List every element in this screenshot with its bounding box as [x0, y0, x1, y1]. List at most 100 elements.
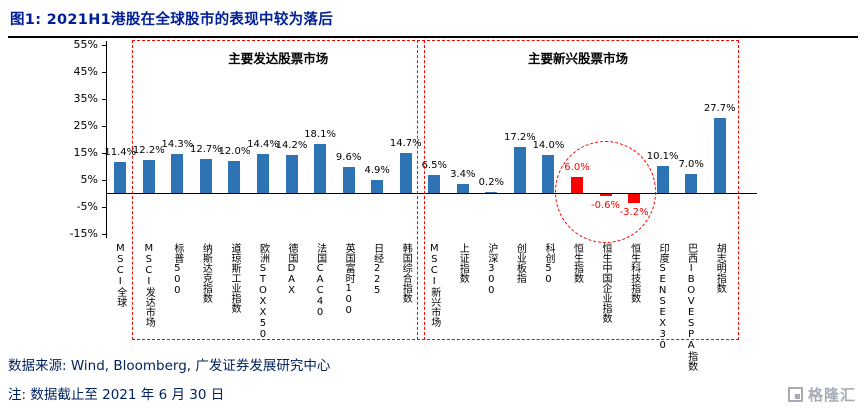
y-axis-tick [102, 206, 106, 208]
y-axis-tick-label: 55% [73, 37, 98, 51]
category-label: 恒生科技指数 [620, 243, 649, 381]
bar [142, 160, 155, 193]
category-label-text: 恒生科技指数 [628, 243, 640, 303]
bar [485, 192, 498, 194]
category-label-text: 沪深300 [485, 243, 497, 296]
bar-value-label: 0.2% [478, 177, 505, 189]
category-label-text: 恒生中国企业指数 [600, 243, 612, 323]
bar-value-label: 14.4% [247, 139, 279, 151]
y-axis-tick [102, 152, 106, 154]
y-axis-labels: 55% 45% 35% 25% 15% 5% -5% -15% [56, 38, 102, 258]
category-label: 巴西IBOVESPA指数 [677, 243, 706, 381]
category-label-text: 恒生指数 [571, 243, 583, 283]
category-label-text: 韩国综合指数 [400, 243, 412, 303]
data-source: 数据来源: Wind, Bloomberg, 广发证券发展研究中心 [8, 358, 331, 374]
category-label-text: 印度SENSEX30 [657, 243, 669, 351]
bar-value-label: 12.7% [190, 143, 222, 155]
bar [314, 144, 327, 193]
category-label-text: MSCI新兴市场 [428, 243, 440, 327]
bar [513, 146, 526, 193]
bar-value-label: 12.2% [132, 145, 165, 157]
data-note: 注: 数据截止至 2021 年 6 月 30 日 [8, 387, 225, 403]
group-box [131, 40, 425, 340]
bar-value-label: 14.3% [161, 139, 194, 151]
bar [542, 155, 555, 193]
y-axis-line [106, 41, 107, 238]
category-label: 日经225 [363, 243, 392, 381]
category-label: 恒生中国企业指数 [591, 243, 620, 381]
category-label: 德国DAX [277, 243, 306, 381]
category-label: 胡志明指数 [705, 243, 734, 381]
bar [342, 167, 355, 193]
bar [456, 183, 469, 193]
gelonghui-logo-text: 格隆汇 [807, 386, 856, 404]
category-label: 纳斯达克指数 [192, 243, 221, 381]
gelonghui-logo: 格隆汇 [787, 384, 856, 405]
plot-area: 主要发达股票市场 主要新兴股票市场 11.4% MSCI全球 12.2% MSCI发达市场… [102, 38, 757, 383]
bar [713, 118, 726, 193]
category-label-text: 道琼斯工业指数 [228, 243, 240, 313]
bar-value-label: 10.1% [646, 150, 679, 162]
y-axis-tick [102, 125, 106, 127]
bar-value-label: 14.7% [389, 138, 422, 150]
y-axis-tick-label: -15% [69, 226, 98, 240]
category-label-text: 日经225 [371, 243, 383, 296]
category-label: 沪深300 [477, 243, 506, 381]
category-label: 科创50 [534, 243, 563, 381]
category-label-text: MSCI发达市场 [143, 243, 155, 327]
group-label: 主要新兴股票市场 [527, 51, 628, 66]
bar-chart: 55% 45% 35% 25% 15% 5% -5% -15% 主要发达股票市场 主要新兴股票市… [0, 38, 866, 383]
bar [285, 154, 298, 193]
category-label: MSCI发达市场 [135, 243, 164, 381]
category-label-text: MSCI全球 [114, 243, 126, 307]
category-label: 英国富时100 [334, 243, 363, 381]
category-label: 印度SENSEX30 [648, 243, 677, 381]
y-axis-tick-label: 45% [73, 64, 98, 78]
y-axis-tick-label: -5% [76, 199, 98, 213]
bar-value-label: 27.7% [703, 103, 736, 115]
bar-value-label: 11.4% [104, 147, 137, 159]
category-label-text: 法国CAC40 [314, 243, 326, 318]
category-label-text: 创业板指 [514, 243, 526, 283]
category-label-text: 欧洲STOXX50 [257, 243, 269, 340]
category-label-text: 英国富时100 [343, 243, 355, 316]
bar-value-label: 14.0% [532, 140, 565, 152]
bar-value-label: 7.0% [678, 159, 704, 171]
bar-value-label: 6.5% [421, 160, 447, 172]
category-label: 上证指数 [449, 243, 478, 381]
category-label: 法国CAC40 [306, 243, 335, 381]
bar-value-label: 14.2% [275, 139, 308, 151]
bar [428, 175, 441, 193]
y-axis-tick-label: 5% [80, 172, 98, 186]
bar [257, 154, 269, 193]
category-label: 创业板指 [506, 243, 535, 381]
highlight-ellipse [554, 141, 657, 243]
category-label: MSCI新兴市场 [420, 243, 449, 381]
y-axis-tick [102, 71, 106, 73]
bar [399, 153, 412, 193]
category-label-text: 科创50 [542, 243, 554, 285]
bar-value-label: 12.0% [218, 145, 251, 157]
bar-value-label: 17.2% [504, 131, 536, 143]
bar-value-label: 9.6% [335, 152, 362, 164]
x-axis-line [106, 193, 757, 194]
bar [656, 165, 669, 193]
bar-value-label: 4.9% [364, 164, 390, 176]
category-label: 韩国综合指数 [391, 243, 420, 381]
category-label: 恒生指数 [563, 243, 592, 381]
y-axis-tick [102, 44, 106, 46]
bar [685, 174, 698, 193]
gelonghui-logo-icon [787, 387, 803, 402]
bar [199, 158, 212, 193]
category-label: 道琼斯工业指数 [220, 243, 249, 381]
category-label-text: 标普500 [171, 243, 183, 296]
bar [371, 179, 384, 193]
bar-value-label: 18.1% [304, 129, 336, 141]
group-box [417, 40, 739, 340]
y-axis-tick-label: 35% [73, 91, 98, 105]
category-label: 标普500 [163, 243, 192, 381]
category-label-text: 德国DAX [286, 243, 298, 296]
y-axis-tick [102, 98, 106, 100]
category-label-text: 上证指数 [457, 243, 469, 283]
